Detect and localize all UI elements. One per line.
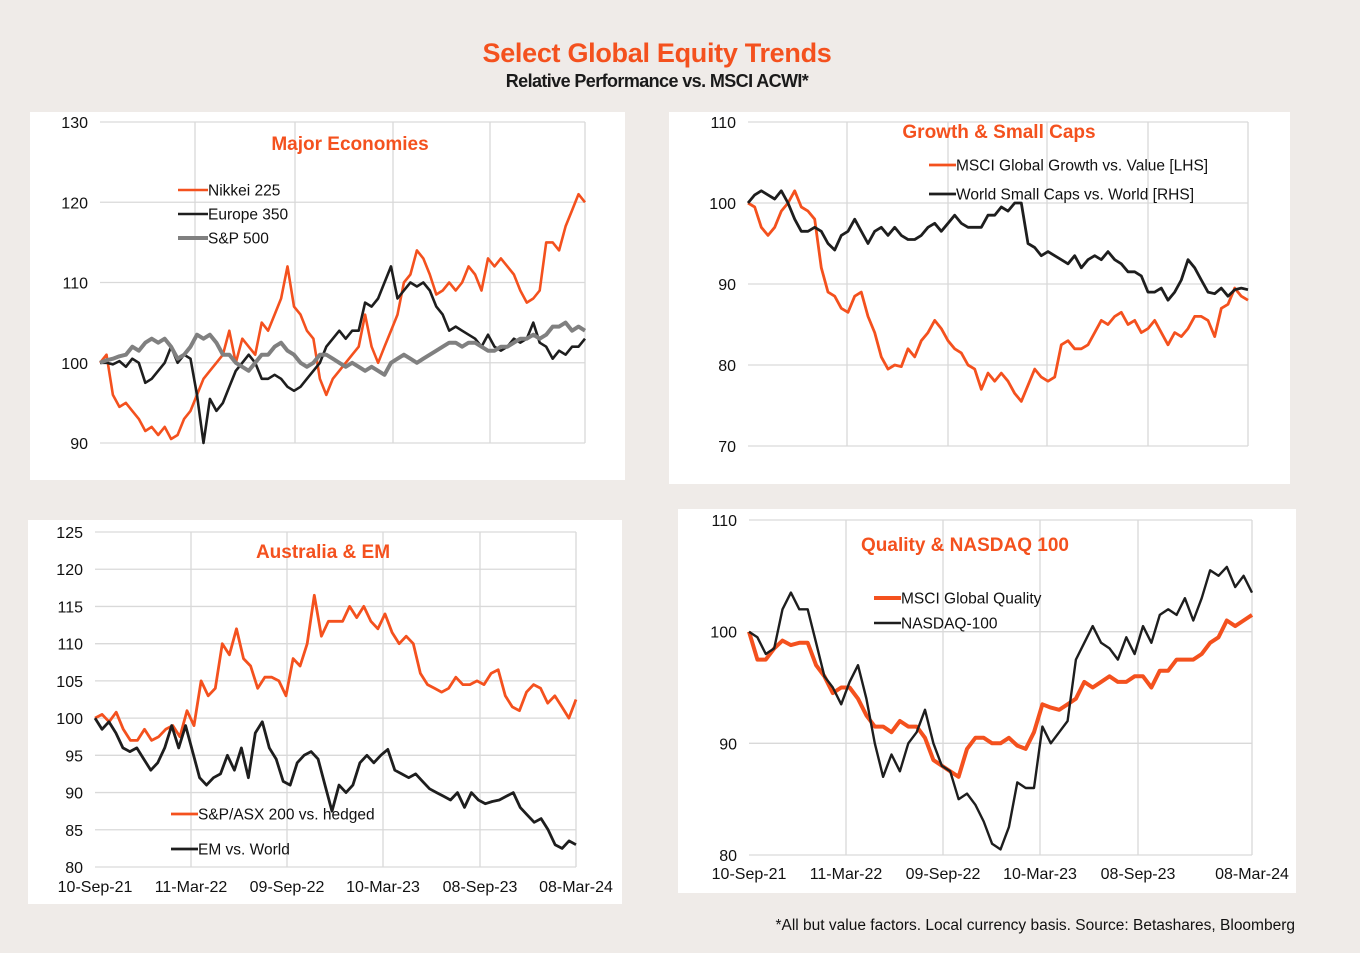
y-tick-label: 120	[61, 195, 88, 212]
y-tick-label: 100	[56, 711, 83, 728]
series-line-europe-350	[100, 265, 587, 445]
legend-label: S&P 500	[208, 231, 269, 248]
x-tick-label: 10-Sep-21	[58, 879, 133, 896]
y-tick-label: 80	[719, 848, 737, 865]
y-tick-label: 110	[57, 637, 83, 654]
x-tick-label: 08-Sep-23	[1101, 866, 1176, 883]
x-tick-label: 10-Mar-23	[1003, 866, 1077, 883]
y-tick-label: 90	[70, 436, 88, 453]
x-tick-label: 08-Mar-24	[539, 879, 613, 896]
y-tick-label: 90	[65, 786, 83, 803]
x-tick-label: 09-Sep-22	[250, 879, 325, 896]
chart-title: Growth & Small Caps	[902, 122, 1095, 143]
footnote: *All but value factors. Local currency b…	[775, 917, 1295, 934]
y-tick-label: 90	[719, 736, 737, 753]
x-tick-label: 10-Sep-21	[712, 866, 787, 883]
page-title: Select Global Equity Trends	[482, 38, 832, 68]
page-subtitle: Relative Performance vs. MSCI ACWI*	[505, 71, 809, 91]
y-tick-label: 95	[65, 748, 83, 765]
y-tick-label: 85	[65, 823, 83, 840]
y-tick-label: 115	[57, 599, 83, 616]
x-tick-label: 10-Mar-23	[346, 879, 420, 896]
legend-label: NASDAQ-100	[901, 616, 998, 633]
legend-label: MSCI Global Quality	[901, 591, 1042, 608]
y-tick-label: 120	[56, 562, 83, 579]
chart-major-economies: 90 100 110 120 130 Major Economies Nikkei 225 E…	[61, 115, 587, 453]
y-tick-label: 80	[718, 358, 736, 375]
series-line-msci-global-quality	[747, 613, 1254, 779]
x-tick-label: 11-Mar-22	[810, 866, 883, 883]
panel-growth-small-caps: 70 80 90 100 110 Growth & Small Caps MSCI Glob…	[669, 112, 1290, 484]
panel-australia-em: 80 85 90 95 100 105 110 115 120 125 10-Sep-21 11-Ma…	[28, 520, 622, 904]
y-tick-label: 110	[711, 513, 737, 530]
legend-label: EM vs. World	[198, 842, 290, 859]
series-line-world-small-caps-vs-world-rhs-	[746, 189, 1249, 302]
y-tick-label: 70	[718, 439, 736, 456]
chart-australia-em: 80 85 90 95 100 105 110 115 120 125 10-Sep-21 11-Ma…	[56, 525, 613, 896]
y-tick-label: 90	[718, 277, 736, 294]
x-tick-label: 08-Mar-24	[1215, 866, 1289, 883]
series-line-nasdaq-100	[748, 565, 1254, 851]
legend-label: Nikkei 225	[208, 183, 280, 200]
y-tick-label: 100	[61, 356, 88, 373]
legend-label: MSCI Global Growth vs. Value [LHS]	[956, 158, 1208, 175]
y-tick-label: 110	[710, 115, 736, 132]
y-tick-label: 125	[56, 525, 83, 542]
series-line-s-p-asx-200-vs-hedged	[94, 593, 578, 742]
legend-label: World Small Caps vs. World [RHS]	[956, 187, 1194, 204]
panel-quality-nasdaq: 80 90 100 110 10-Sep-21 11-Mar-22 09-Sep-22 10-…	[678, 509, 1296, 893]
y-tick-label: 100	[709, 196, 736, 213]
panel-major-economies: 90 100 110 120 130 Major Economies Nikkei 225 E…	[30, 112, 625, 480]
series-line-em-vs-world	[93, 717, 577, 850]
chart-title: Australia & EM	[256, 542, 390, 563]
legend-label: S&P/ASX 200 vs. hedged	[198, 807, 375, 824]
series-line-s-p-500	[99, 320, 587, 377]
y-tick-label: 130	[61, 115, 88, 132]
chart-quality-nasdaq: 80 90 100 110 10-Sep-21 11-Mar-22 09-Sep-22 10-…	[710, 513, 1289, 883]
y-tick-label: 100	[710, 625, 737, 642]
x-tick-label: 08-Sep-23	[443, 879, 518, 896]
legend-label: Europe 350	[208, 207, 289, 224]
chart-title: Quality & NASDAQ 100	[861, 535, 1069, 556]
x-tick-label: 11-Mar-22	[155, 879, 228, 896]
y-tick-label: 110	[62, 276, 88, 293]
series-line-msci-global-growth-vs-value-lhs-	[747, 189, 1249, 403]
chart-title: Major Economies	[271, 134, 428, 155]
y-tick-label: 105	[56, 674, 83, 691]
chart-growth-small-caps: 70 80 90 100 110 Growth & Small Caps MSCI Glob…	[709, 115, 1249, 456]
x-tick-label: 09-Sep-22	[906, 866, 981, 883]
series-line-nikkei-225	[98, 192, 587, 441]
y-tick-label: 80	[65, 860, 83, 877]
